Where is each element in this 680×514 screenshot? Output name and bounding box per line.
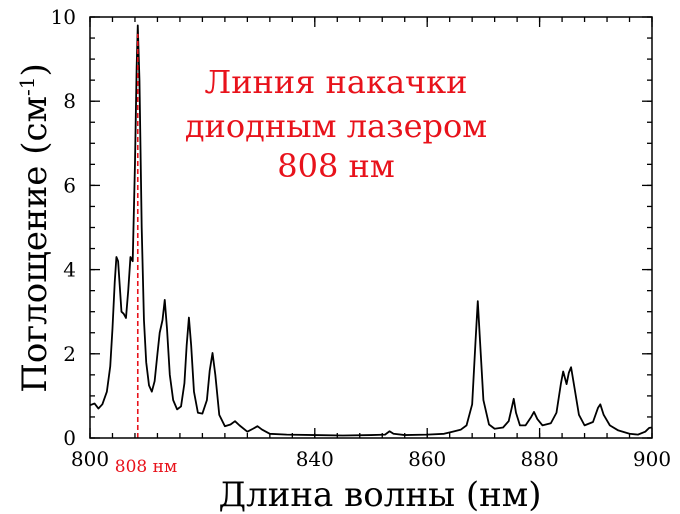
y-tick-label: 4 xyxy=(63,258,76,282)
y-axis-title: Поглощение (см-1) xyxy=(15,63,55,393)
marker-label: 808 нм xyxy=(115,457,177,477)
y-axis-title-superscript: -1 xyxy=(15,77,39,96)
y-axis-title-close: ) xyxy=(15,63,55,76)
x-axis-title: Длина волны (нм) xyxy=(218,475,541,514)
y-tick-label: 6 xyxy=(63,173,76,197)
y-tick-label: 0 xyxy=(63,426,76,450)
y-tick-label: 8 xyxy=(63,89,76,113)
y-tick-label: 2 xyxy=(63,342,76,366)
y-axis-title-main: Поглощение (см xyxy=(15,96,55,393)
x-tick-label: 840 xyxy=(296,447,334,471)
x-tick-label: 800 xyxy=(71,447,109,471)
x-tick-label: 880 xyxy=(521,447,559,471)
x-tick-label: 900 xyxy=(633,447,671,471)
absorption-spectrum-line xyxy=(89,24,653,437)
x-tick-label: 860 xyxy=(408,447,446,471)
plot-frame xyxy=(89,16,653,439)
y-tick-label: 10 xyxy=(51,5,76,29)
tick-labels: 800 840 860 880 900 0 2 4 6 8 10 xyxy=(51,5,672,471)
annotation-line-2: диодным лазером xyxy=(185,107,487,145)
annotation-line-1: Линия накачки xyxy=(204,63,467,101)
annotation-line-3: 808 нм xyxy=(277,147,394,185)
